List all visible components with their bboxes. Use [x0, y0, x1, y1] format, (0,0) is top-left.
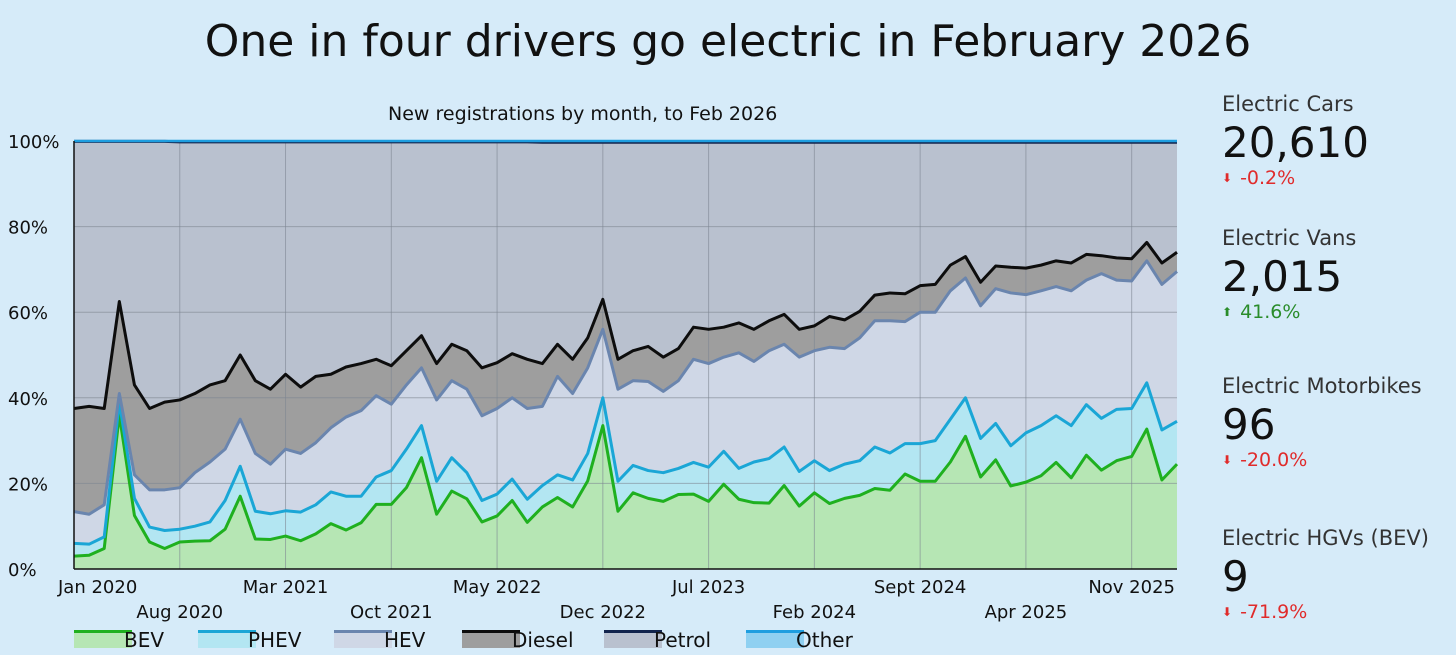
stat-change: ⬇ -20.0%	[1222, 449, 1452, 471]
down-arrow-icon: ⬇	[1222, 171, 1233, 185]
legend-swatch	[746, 630, 804, 648]
stat-change: ⬆ 41.6%	[1222, 301, 1452, 323]
legend-swatch-line	[74, 630, 132, 633]
stat-change-value: 41.6%	[1240, 301, 1301, 323]
down-arrow-icon: ⬇	[1222, 453, 1233, 467]
stat-label: Electric Cars	[1222, 92, 1354, 116]
legend-swatch-line	[604, 630, 662, 633]
x-tick-label: Dec 2022	[560, 602, 646, 623]
stat-electric-vans: Electric Vans 2,015 ⬆ 41.6%	[1222, 226, 1452, 323]
x-tick-label: Jan 2020	[57, 577, 137, 598]
stat-label: Electric Vans	[1222, 226, 1357, 250]
x-tick-label: May 2022	[453, 577, 542, 598]
legend-swatch-line	[334, 630, 392, 633]
stat-value: 96	[1222, 400, 1276, 449]
x-tick-label: Sept 2024	[874, 577, 967, 598]
stat-change-value: -20.0%	[1240, 449, 1308, 471]
legend-swatch	[462, 630, 520, 648]
x-tick-label: Aug 2020	[136, 602, 223, 623]
y-tick-label: 100%	[8, 132, 59, 153]
y-tick-label: 20%	[8, 474, 48, 495]
stat-change-value: -0.2%	[1240, 167, 1296, 189]
legend-swatch	[198, 630, 256, 648]
up-arrow-icon: ⬆	[1222, 305, 1233, 319]
x-tick-label: Apr 2025	[985, 602, 1068, 623]
area-bev	[74, 414, 1177, 569]
y-tick-label: 40%	[8, 389, 48, 410]
stat-change: ⬇ -71.9%	[1222, 601, 1452, 623]
x-tick-label: Oct 2021	[350, 602, 433, 623]
x-tick-label: Mar 2021	[243, 577, 329, 598]
legend-swatch	[604, 630, 662, 648]
registrations-area-chart: 0% 20% 40% 60% 80% 100% Jan 2020 Aug 2020 Mar 20…	[8, 132, 1179, 623]
legend-swatch-line	[746, 630, 804, 633]
stat-value: 9	[1222, 552, 1249, 601]
line-phev	[73, 381, 1178, 546]
legend-label: Petrol	[654, 628, 712, 652]
legend-label: Other	[796, 628, 853, 652]
legend-swatch-line	[198, 630, 256, 633]
line-hev	[73, 259, 1178, 516]
stat-electric-motorbikes: Electric Motorbikes 96 ⬇ -20.0%	[1222, 374, 1452, 471]
x-tick-label: Jul 2023	[671, 577, 745, 598]
y-tick-label: 80%	[8, 218, 48, 239]
down-arrow-icon: ⬇	[1222, 605, 1233, 619]
y-tick-label: 0%	[8, 560, 37, 581]
stat-value: 2,015	[1222, 252, 1343, 301]
x-tick-label: Nov 2025	[1088, 577, 1175, 598]
stat-change: ⬇ -0.2%	[1222, 167, 1452, 189]
stat-value: 20,610	[1222, 118, 1369, 167]
legend-label: PHEV	[248, 628, 302, 652]
legend-label: BEV	[124, 628, 165, 652]
legend-swatch-line	[462, 630, 520, 633]
legend-swatch	[334, 630, 392, 648]
stat-label: Electric HGVs (BEV)	[1222, 526, 1429, 550]
stat-electric-hgvs: Electric HGVs (BEV) 9 ⬇ -71.9%	[1222, 526, 1452, 623]
page-title: One in four drivers go electric in Febru…	[204, 16, 1252, 67]
line-bev	[73, 413, 1179, 558]
legend-label: Diesel	[512, 628, 574, 652]
stat-electric-cars: Electric Cars 20,610 ⬇ -0.2%	[1222, 92, 1452, 189]
stat-label: Electric Motorbikes	[1222, 374, 1422, 398]
line-diesel	[73, 240, 1178, 410]
stat-change-value: -71.9%	[1240, 601, 1308, 623]
legend-swatch	[74, 630, 132, 648]
x-tick-label: Feb 2024	[773, 602, 856, 623]
y-tick-label: 60%	[8, 303, 48, 324]
legend-label: HEV	[384, 628, 426, 652]
chart-subtitle: New registrations by month, to Feb 2026	[388, 103, 778, 125]
